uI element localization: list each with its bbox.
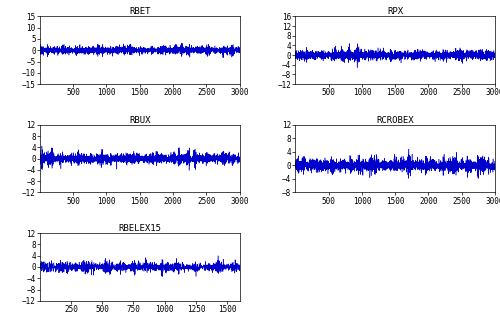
Title: RBELEX15: RBELEX15	[118, 224, 162, 233]
Title: RBUX: RBUX	[129, 116, 150, 125]
Title: RPX: RPX	[387, 7, 404, 16]
Title: RCROBEX: RCROBEX	[376, 116, 414, 125]
Title: RBET: RBET	[129, 7, 150, 16]
